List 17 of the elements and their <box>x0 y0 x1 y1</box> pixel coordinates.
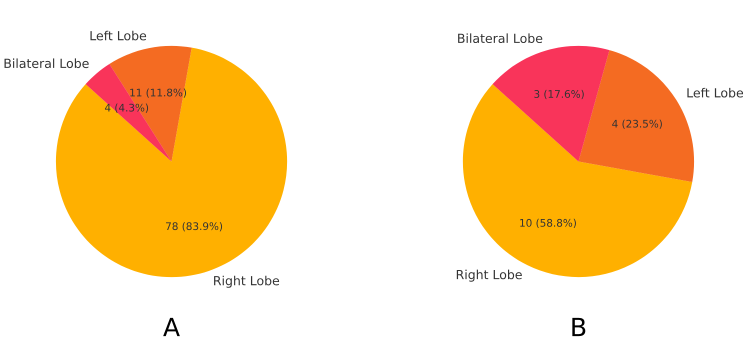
pie-slice <box>492 46 610 162</box>
data-label: 4 (4.3%) <box>104 104 148 113</box>
data-label: 11 (11.8%) <box>130 88 186 98</box>
slice-label: Left Lobe <box>687 88 744 98</box>
data-label: 3 (17.6%) <box>534 90 584 100</box>
slice-label: Bilateral Lobe <box>4 58 89 68</box>
slice-label: Right Lobe <box>214 276 280 288</box>
pie-slice <box>109 46 192 162</box>
data-label: 10 (58.8%) <box>520 218 576 228</box>
slice-label: Left Lobe <box>90 30 146 40</box>
pie-slice <box>56 48 288 278</box>
data-label: 78 (83.9%) <box>166 222 222 232</box>
text: B <box>572 318 586 336</box>
slice-label: Right Lobe <box>456 270 522 282</box>
data-label: 4 (23.5%) <box>612 120 662 129</box>
slice-label: Bilateral Lobe <box>458 33 542 44</box>
text: A <box>163 318 180 336</box>
